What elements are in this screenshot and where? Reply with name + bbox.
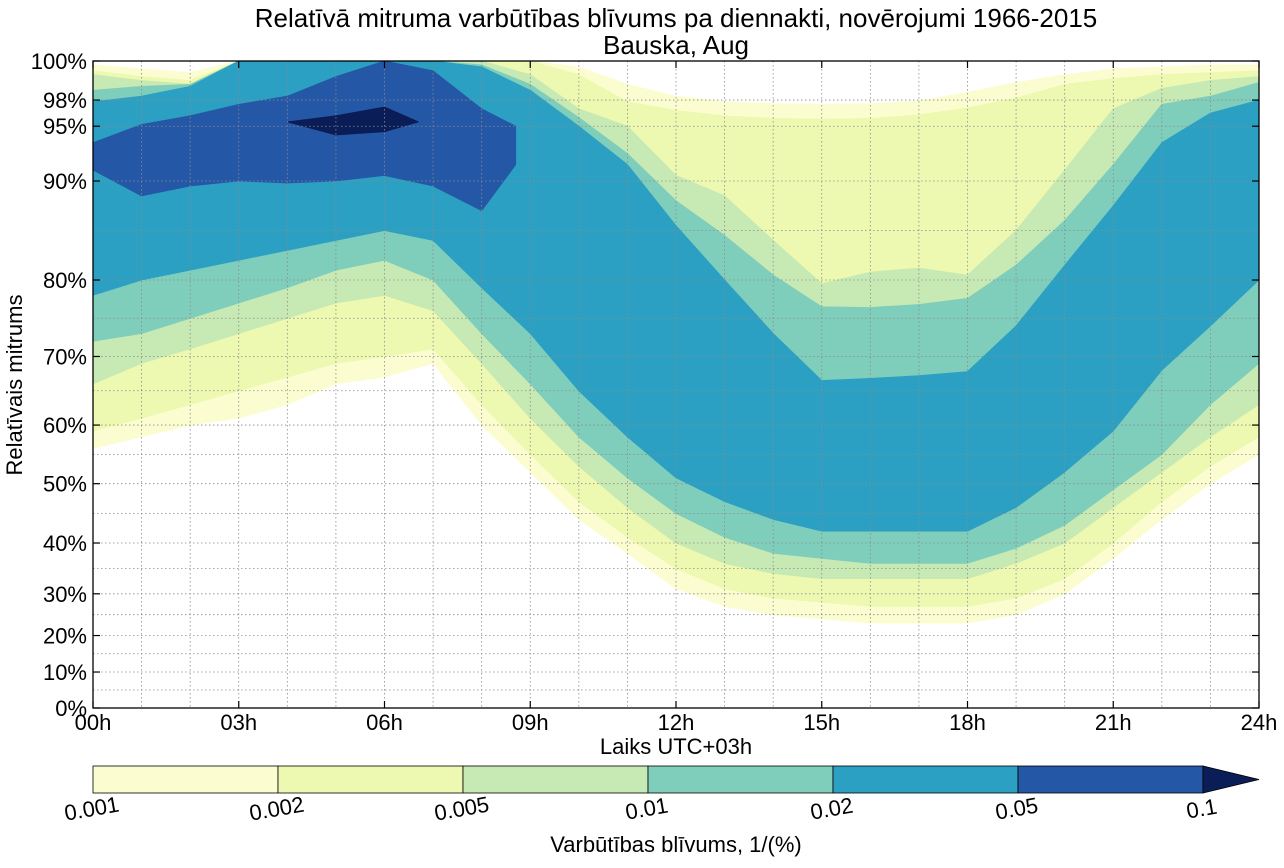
colorbar-tick-label: 0.001 <box>62 792 121 826</box>
colorbar-tick-label: 0.05 <box>993 793 1040 825</box>
x-tick-label: 12h <box>658 710 695 735</box>
y-axis-label: Relatīvais mitrums <box>2 295 27 476</box>
y-axis-ticks: 0% 10% 20% 30% 40% 50% 60% 70% 80% 90% 95%98% 100% <box>31 49 1259 721</box>
y-tick-label: 98% <box>43 88 87 113</box>
y-tick-label: 95% <box>43 114 87 139</box>
colorbar: 0.001 0.002 0.005 0.01 0.02 0.05 0.1 <box>62 765 1260 826</box>
colorbar-tick-label: 0.002 <box>247 792 306 826</box>
y-tick-label: 20% <box>43 624 87 649</box>
colorbar-tick-label: 0.01 <box>623 793 670 825</box>
y-tick-label: 10% <box>43 660 87 685</box>
y-tick-label: 100% <box>31 49 87 74</box>
x-tick-label: 18h <box>949 710 986 735</box>
y-tick-label: 40% <box>43 531 87 556</box>
x-tick-label: 06h <box>366 710 403 735</box>
x-tick-label: 03h <box>220 710 257 735</box>
x-tick-label: 21h <box>1095 710 1132 735</box>
colorbar-tick-label: 0.1 <box>1184 794 1218 824</box>
colorbar-segment <box>277 765 464 794</box>
x-axis-ticks: 00h 03h 06h 09h 12h 15h 18h 21h 24h <box>75 61 1278 735</box>
y-tick-label: 0% <box>55 696 87 721</box>
colorbar-segment <box>92 765 279 794</box>
colorbar-tick-label: 0.005 <box>432 792 491 826</box>
colorbar-segment <box>1017 765 1204 794</box>
x-tick-label: 24h <box>1241 710 1278 735</box>
y-tick-label: 80% <box>43 268 87 293</box>
x-tick-label: 15h <box>803 710 840 735</box>
x-tick-label: 00h <box>75 710 112 735</box>
y-tick-label: 30% <box>43 582 87 607</box>
y-tick-label: 70% <box>43 344 87 369</box>
y-tick-label: 90% <box>43 169 87 194</box>
colorbar-segment <box>647 765 834 794</box>
y-tick-label: 50% <box>43 472 87 497</box>
x-tick-label: 09h <box>512 710 549 735</box>
colorbar-extend-arrow <box>1202 765 1260 794</box>
colorbar-segment <box>832 765 1019 794</box>
colorbar-tick-label: 0.02 <box>808 793 855 825</box>
y-tick-label: 60% <box>43 413 87 438</box>
colorbar-label: Varbūtības blīvums, 1/(%) <box>550 832 801 857</box>
contour-band-0_1 <box>286 106 419 136</box>
colorbar-segment <box>462 765 649 794</box>
chart-title: Relatīvā mitruma varbūtības blīvums pa d… <box>255 3 1098 33</box>
contour-band-0_05 <box>93 61 517 212</box>
x-axis-label: Laiks UTC+03h <box>600 734 752 759</box>
chart-subtitle: Bauska, Aug <box>603 30 749 60</box>
